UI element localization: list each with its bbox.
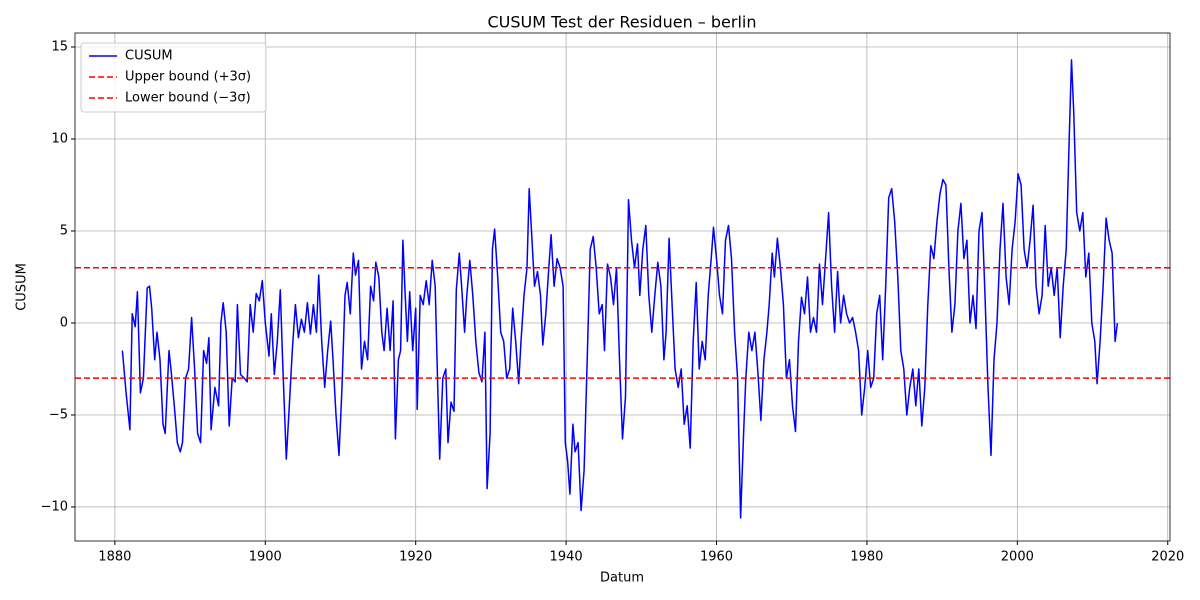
y-tick-label: 5 <box>60 223 68 238</box>
legend-label: Lower bound (−3σ) <box>125 91 251 106</box>
x-tick-label: 1960 <box>700 550 733 565</box>
chart-title: CUSUM Test der Residuen – berlin <box>488 13 757 32</box>
x-axis-label: Datum <box>600 571 644 586</box>
x-tick-label: 1980 <box>850 550 883 565</box>
y-tick-label: −10 <box>41 499 68 514</box>
legend-label: CUSUM <box>125 49 173 64</box>
x-tick-label: 1880 <box>98 550 131 565</box>
cusum-line <box>121 59 1119 519</box>
y-tick-label: 0 <box>60 315 68 330</box>
legend-label: Upper bound (+3σ) <box>125 70 251 85</box>
x-tick-label: 2000 <box>1001 550 1034 565</box>
x-tick-label: 1940 <box>550 550 583 565</box>
y-tick-label: −5 <box>49 407 68 422</box>
plot-frame <box>74 32 1171 542</box>
legend-box <box>80 42 267 113</box>
x-tick-label: 1900 <box>249 550 282 565</box>
y-axis-label: CUSUM <box>15 263 30 311</box>
x-tick-label: 1920 <box>399 550 432 565</box>
y-tick-label: 10 <box>51 131 68 146</box>
y-tick-label: 15 <box>51 39 68 54</box>
x-tick-label: 2020 <box>1151 550 1184 565</box>
